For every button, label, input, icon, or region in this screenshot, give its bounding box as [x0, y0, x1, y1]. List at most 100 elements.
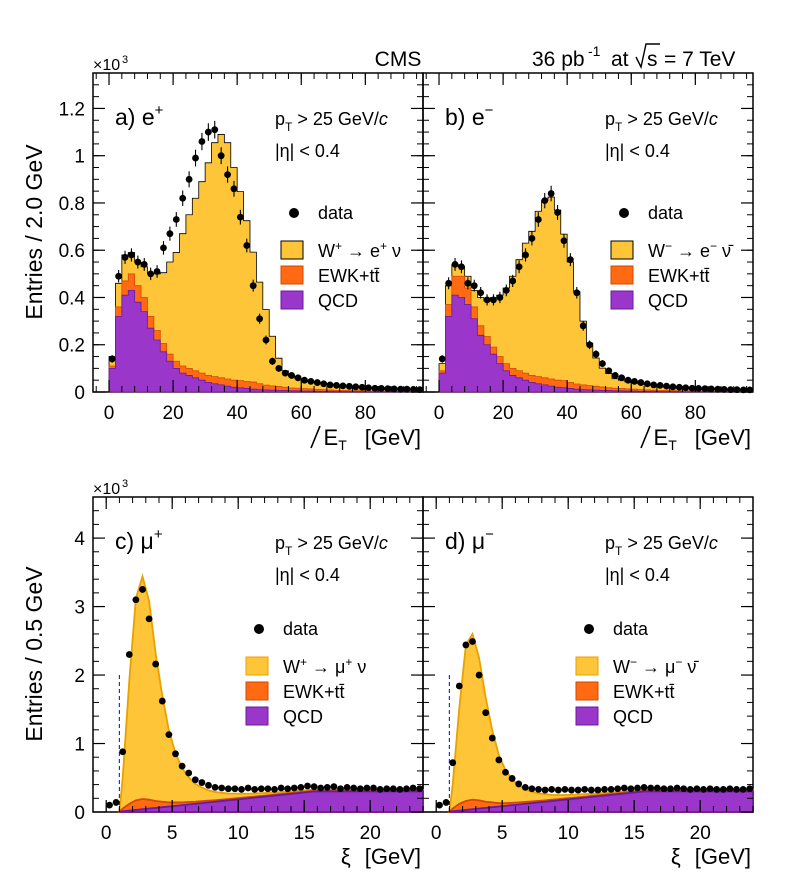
legend-post: ν̄ [682, 657, 699, 677]
experiment-label: CMS [375, 48, 422, 71]
data-point [152, 660, 160, 668]
data-point [198, 779, 206, 786]
x-tick-label: 0 [434, 403, 445, 424]
legend-qcd-swatch [245, 706, 269, 726]
data-point [383, 785, 391, 793]
legend-sup: − [675, 655, 682, 669]
data-point [409, 386, 417, 393]
cut-pt: pT > 25 GeV/c [275, 533, 388, 558]
data-point [294, 374, 302, 382]
legend-data-label: data [648, 203, 684, 223]
panel-label: b) e− [445, 102, 494, 130]
data-point [620, 784, 628, 792]
data-point [178, 762, 186, 770]
data-point [733, 386, 741, 394]
data-point [147, 270, 155, 278]
panel-label: d) μ− [445, 526, 494, 554]
lumi-exponent: -1 [588, 43, 601, 59]
data-point [185, 175, 193, 183]
x-tick-label: 40 [557, 403, 578, 424]
x-axis-title: ξ [GeV] [341, 844, 421, 869]
data-point [284, 785, 292, 793]
data-point [464, 279, 472, 287]
legend-qcd-label: QCD [283, 707, 323, 727]
x-tick-label: 20 [493, 403, 514, 424]
data-point [490, 296, 497, 304]
x-axis-symbol: ξ [671, 844, 681, 869]
data-point [310, 783, 318, 791]
data-point [631, 377, 638, 385]
legend-sup: + [300, 655, 307, 669]
data-point [403, 785, 410, 793]
x-tick-label: 15 [294, 823, 315, 844]
x-axis-unit: [GeV] [695, 844, 751, 869]
legend-qcd-label: QCD [648, 291, 688, 311]
data-point [656, 381, 664, 389]
data-point [496, 294, 504, 301]
data-point [301, 376, 308, 384]
data-point [230, 185, 238, 193]
x-tick-label: 60 [291, 403, 312, 424]
data-point [458, 263, 465, 271]
data-point [145, 615, 153, 623]
data-point [554, 786, 562, 794]
data-point [462, 641, 470, 649]
x-tick-label: 10 [558, 823, 579, 844]
y-tick-label: 4 [74, 529, 85, 550]
x-axis-sub: T [668, 437, 677, 453]
x-axis-unit: [GeV] [695, 425, 751, 450]
data-point [643, 380, 651, 388]
cut-pt: pT > 25 GeV/c [275, 109, 388, 134]
data-point [554, 209, 561, 216]
data-point [627, 785, 635, 793]
data-point [377, 385, 385, 392]
data-point [211, 783, 219, 791]
x-axis-sub: T [338, 437, 347, 453]
legend-ewk-swatch [575, 681, 599, 701]
x-tick-label: 20 [163, 403, 184, 424]
x-tick-label: 0 [104, 403, 115, 424]
y-tick-label: 1.2 [59, 99, 85, 120]
data-point [211, 126, 219, 134]
x-tick-label: 0 [101, 823, 112, 844]
y-tick-label: 3 [74, 598, 85, 619]
data-point [650, 381, 658, 389]
data-point [680, 785, 688, 793]
legend-signal-label: W+ → e+ ν [318, 239, 401, 261]
data-point [534, 216, 542, 223]
x-tick-label: 5 [497, 823, 508, 844]
energy-post: = 7 TeV [664, 48, 735, 71]
y-tick-label: 0.4 [59, 288, 86, 309]
multiplier-exponent: 3 [122, 54, 128, 66]
cut-pt-unit: c [709, 109, 718, 129]
data-point [172, 216, 180, 223]
legend-arrow: → e [672, 241, 710, 261]
data-point [624, 376, 632, 384]
data-point [371, 384, 379, 392]
data-point [560, 237, 568, 245]
panel-label-charge: + [154, 526, 163, 543]
legend-post: ν [387, 241, 401, 261]
data-point [488, 734, 496, 742]
y-tick-label: 0.6 [59, 241, 85, 262]
data-point [445, 279, 453, 287]
data-point [634, 784, 641, 792]
data-point [244, 784, 252, 792]
data-point [521, 783, 529, 791]
legend-signal-swatch [245, 656, 269, 676]
data-point [528, 235, 536, 242]
data-point [384, 385, 392, 393]
data-point [586, 341, 594, 349]
legend-ewk-swatch [280, 265, 304, 285]
data-point [108, 355, 116, 363]
data-point [653, 784, 661, 792]
data-point [134, 258, 142, 266]
data-point [205, 781, 212, 789]
data-point [522, 251, 529, 259]
panel-b: 0 20 40 60 80 b) e− pT > 25 GeV/c |η| < 0.4 data… [423, 73, 754, 453]
data-point [541, 197, 549, 205]
data-point [482, 709, 490, 717]
data-point [470, 282, 478, 290]
y-tick-label: 1 [74, 735, 85, 756]
